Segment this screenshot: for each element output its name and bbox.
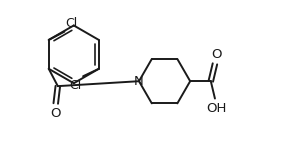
Text: O: O: [211, 48, 222, 61]
Text: Cl: Cl: [69, 79, 81, 92]
Text: OH: OH: [206, 102, 227, 115]
Text: Cl: Cl: [66, 17, 78, 30]
Text: N: N: [134, 75, 144, 88]
Text: O: O: [51, 107, 61, 120]
